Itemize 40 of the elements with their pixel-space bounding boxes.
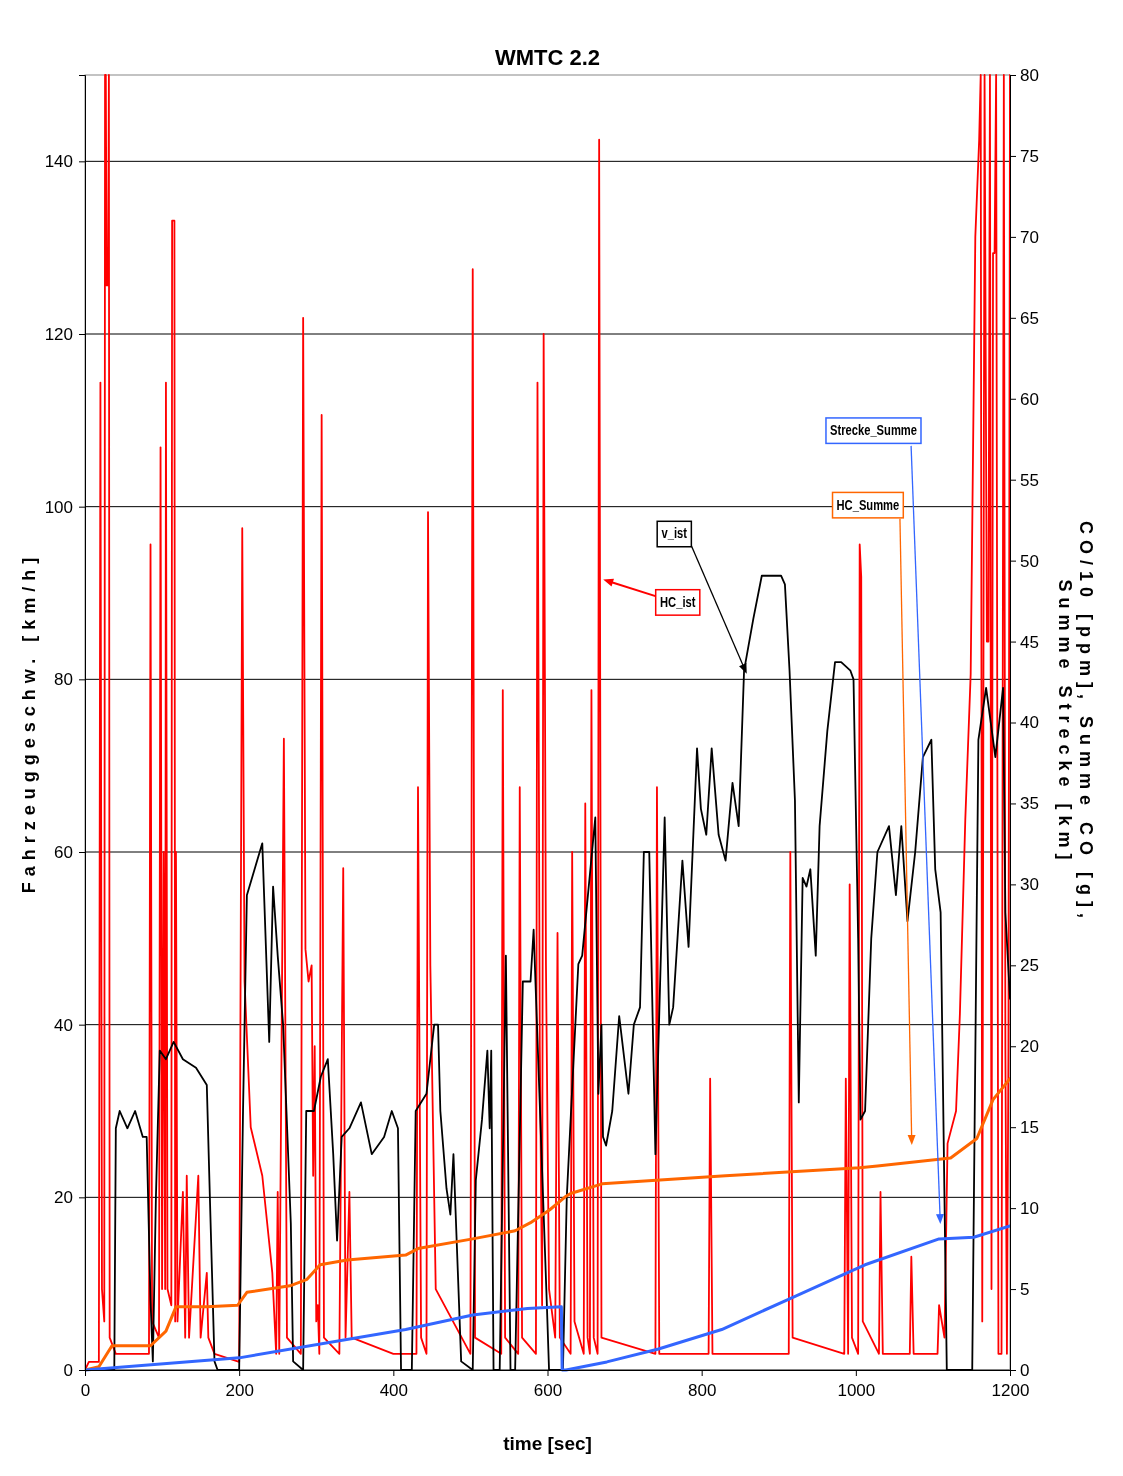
y-tick-label: 60 — [54, 842, 73, 862]
y-axis-title: Fahrzeuggeschw. [km/h] — [19, 551, 39, 894]
y2-tick-label: 60 — [1020, 389, 1039, 409]
y2-tick-label: 70 — [1020, 227, 1039, 247]
text: v_ist — [661, 526, 688, 542]
text: Strecke_Summe — [829, 422, 917, 439]
y-tick-label: 40 — [54, 1015, 73, 1035]
text: HC_ist — [660, 594, 697, 611]
x-tick-label: 200 — [225, 1381, 254, 1401]
x-tick-label: 600 — [533, 1381, 563, 1401]
y2-axis-title: CO/10 [ppm], Summe CO [g], Summe Strecke [km] — [1055, 520, 1096, 925]
y-tick-label: 120 — [44, 324, 73, 344]
y-tick-label: 80 — [54, 670, 73, 690]
y2-tick-label: 40 — [1020, 713, 1039, 733]
y2-tick-label: 0 — [1020, 1360, 1030, 1380]
y-tick-label: 140 — [44, 152, 73, 172]
x-tick-label: 1000 — [837, 1381, 876, 1401]
x-tick-label: 0 — [80, 1381, 91, 1401]
y2-tick-label: 50 — [1020, 551, 1039, 571]
y2-tick-label: 35 — [1020, 794, 1039, 814]
x-tick-label: 1200 — [991, 1381, 1030, 1401]
y2-tick-label: 80 — [1020, 65, 1039, 85]
y2-tick-label: 5 — [1020, 1280, 1030, 1299]
x-tick-label: 400 — [379, 1381, 409, 1401]
y2-tick-label: 45 — [1020, 632, 1039, 652]
x-tick-label: 800 — [687, 1381, 717, 1401]
x-axis-title: time [sec] — [503, 1433, 592, 1454]
y2-tick-label: 30 — [1020, 875, 1039, 895]
y-tick-label: 100 — [44, 497, 73, 517]
y2-tick-label: 75 — [1020, 146, 1039, 166]
y2-tick-label: 10 — [1020, 1199, 1039, 1219]
y-tick-label: 20 — [54, 1188, 73, 1208]
chart-title: WMTC 2.2 — [494, 45, 601, 70]
text: HC_Summe — [836, 497, 900, 513]
y2-tick-label: 25 — [1020, 956, 1039, 976]
y2-tick-label: 55 — [1020, 470, 1039, 490]
y2-tick-label: 15 — [1020, 1118, 1039, 1138]
y2-tick-label: 65 — [1020, 308, 1039, 328]
y2-tick-label: 20 — [1020, 1037, 1039, 1057]
y-tick-label: 0 — [63, 1360, 73, 1380]
